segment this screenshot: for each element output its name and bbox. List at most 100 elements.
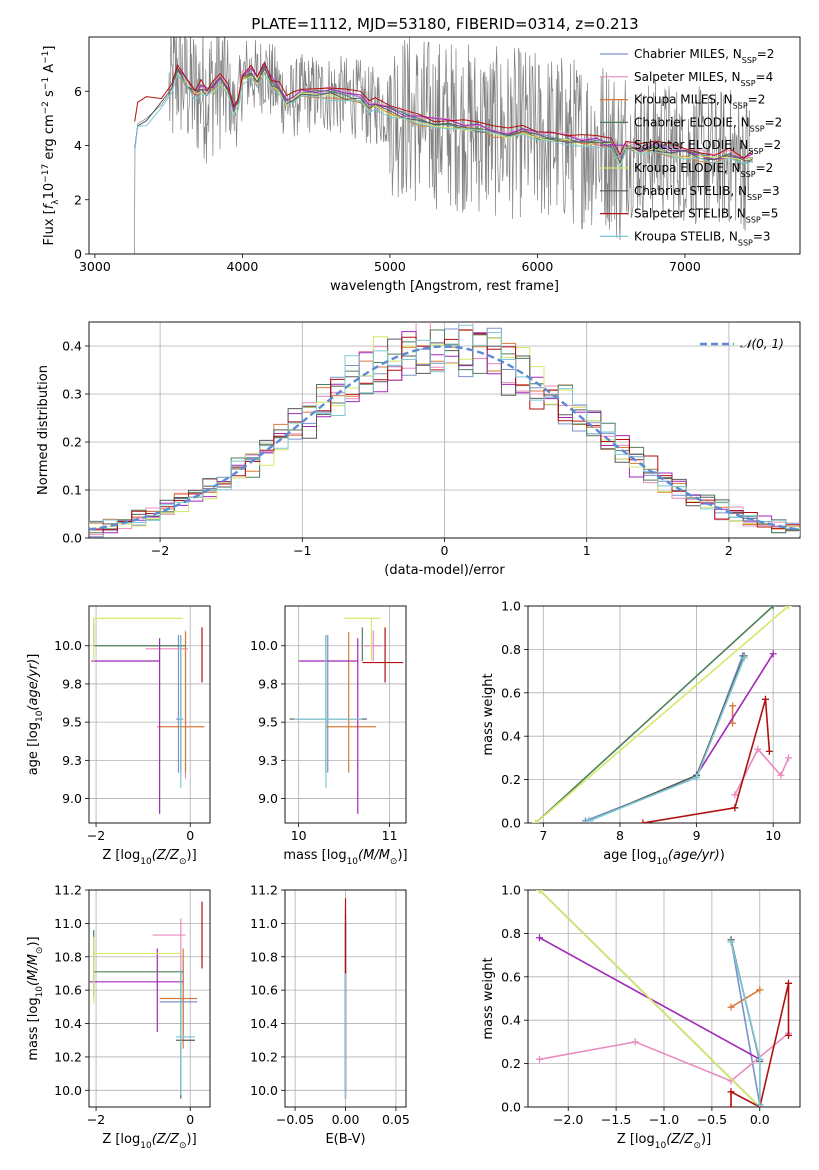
weight-marker-salpeter-elodie	[769, 650, 777, 658]
weight-marker-kroupa-elodie	[532, 819, 540, 823]
gaussian-reference-curve	[89, 345, 800, 531]
y-tick-label: 0.8	[501, 642, 521, 657]
x-tick-label: 0	[186, 828, 194, 843]
y-tick-label: 0.2	[501, 772, 521, 787]
weight-marker-chabrier-elodie	[769, 606, 777, 610]
x-tick-label: 10	[765, 828, 781, 843]
model-spectrum-kroupa-elodie	[177, 72, 753, 167]
y-tick-label: 2	[74, 192, 82, 207]
x-axis-label: age [log10(age/yr))	[603, 848, 725, 867]
weight-marker-salpeter-elodie	[535, 934, 543, 942]
x-tick-label: 0	[441, 543, 449, 558]
residuals-panel: −2 −1 0 1 2 0.0 0.1 0.2 0.3 0.4 (data-model)/error…	[36, 321, 801, 578]
x-tick-label: −1.5	[601, 1112, 631, 1127]
residuals-plot-area	[89, 322, 800, 538]
legend-entry-kroupa-miles: Kroupa MILES, NSSP=2	[634, 93, 765, 111]
legend-entry-salpeter-elodie: Salpeter ELODIE, NSSP=2	[634, 138, 781, 156]
weight-marker-salpeter-miles	[731, 791, 739, 799]
x-tick-label: 4000	[227, 259, 259, 274]
weight-marker-salpeter-stelib	[639, 819, 647, 823]
weight-marker-kroupa-stelib	[756, 1055, 764, 1063]
weight-line-salpeter-stelib	[730, 983, 790, 1107]
y-tick-label: 0.4	[501, 1013, 521, 1028]
x-tick-label: 5000	[374, 259, 406, 274]
weight-marker-salpeter-stelib	[785, 1031, 793, 1039]
y-axis-label: age [log10(age/yr)]	[26, 654, 45, 776]
x-tick-label: −0.5	[697, 1112, 727, 1127]
weight-line-salpeter-miles	[734, 747, 790, 796]
axes-frame	[88, 36, 801, 255]
legend-entry-chabrier-miles: Chabrier MILES, NSSP=2	[634, 47, 774, 65]
weight-marker-salpeter-stelib	[727, 1103, 735, 1107]
histogram-kroupa-stelib	[89, 324, 800, 535]
x-tick-label: 8	[616, 828, 624, 843]
y-tick-label: 0.6	[501, 969, 521, 984]
age-vs-z-plot-area	[91, 617, 205, 814]
y-tick-label: 9.8	[258, 676, 278, 691]
y-axis-label: mass [log10(M/M⊙)]	[26, 936, 45, 1060]
x-tick-label: −2	[151, 543, 169, 558]
axes-frame	[88, 605, 211, 824]
weight-marker-salpeter-miles	[785, 754, 793, 762]
mass-vs-z-plot-area	[89, 901, 203, 1099]
mass-vs-z-panel: −2 0 10.0 10.2 10.4 10.6 10.8 11.0 11.2 Z [log10(…	[26, 883, 211, 1151]
weight-marker-kroupa-stelib	[740, 654, 748, 662]
y-tick-label: 10.2	[54, 1049, 82, 1064]
x-tick-label: −0.05	[276, 1112, 314, 1127]
y-tick-label: 10.6	[54, 983, 82, 998]
weight-marker-salpeter-stelib	[731, 804, 739, 812]
x-tick-label: −2.0	[553, 1112, 583, 1127]
weight-line-salpeter-elodie	[695, 653, 774, 776]
x-axis-label: Z [log10(Z/Z⊙)]	[102, 848, 196, 867]
y-tick-label: 0.0	[62, 531, 82, 546]
y-tick-label: 9.0	[62, 791, 82, 806]
x-tick-label: 3000	[79, 259, 111, 274]
weight-marker-kroupa-miles	[729, 702, 737, 710]
y-tick-label: 10.2	[250, 1049, 278, 1064]
x-tick-label: −2	[87, 1112, 105, 1127]
axes-frame	[284, 889, 407, 1108]
weight-marker-salpeter-miles	[777, 771, 785, 779]
weight-marker-kroupa-stelib	[693, 773, 701, 781]
weight-marker-kroupa-miles	[727, 1003, 735, 1011]
weight-vs-age-plot-area	[532, 606, 793, 823]
y-axis-label: Flux [fλ10−17 erg cm−2 s−1 A−1]	[41, 46, 61, 246]
legend-entry-kroupa-stelib: Kroupa STELIB, NSSP=3	[634, 229, 771, 247]
y-axis-label: Normed distribution	[36, 365, 51, 495]
weight-marker-salpeter-stelib	[727, 1088, 735, 1096]
x-axis-label: E(B-V)	[325, 1132, 365, 1147]
y-tick-label: 10.0	[250, 638, 278, 653]
weight-marker-salpeter-miles	[535, 1055, 543, 1063]
y-tick-label: 9.3	[258, 753, 278, 768]
x-tick-label: −1.0	[649, 1112, 679, 1127]
weight-marker-salpeter-stelib	[765, 747, 773, 755]
model-spectrum-chabrier-stelib	[134, 65, 753, 165]
y-tick-label: 11.0	[54, 916, 82, 931]
y-axis-label: mass weight	[481, 957, 496, 1039]
weight-marker-salpeter-stelib	[762, 695, 770, 703]
weight-line-chabrier-miles	[730, 939, 761, 1105]
x-tick-label: 1	[583, 543, 591, 558]
x-axis-label: Z [log10(Z/Z⊙)]	[102, 1132, 196, 1151]
x-tick-label: 7000	[669, 259, 701, 274]
y-tick-label: 0.8	[501, 926, 521, 941]
y-tick-label: 1.0	[501, 599, 521, 614]
x-tick-label: −1	[293, 543, 311, 558]
weight-vs-age-panel: 7 8 9 10 0.0 0.2 0.4 0.6 0.8 1.0 age [log10(age/yr…	[481, 599, 801, 867]
weight-marker-kroupa-stelib	[756, 1101, 764, 1107]
y-tick-label: 11.2	[250, 883, 278, 898]
x-tick-label: 0.05	[382, 1112, 410, 1127]
spectrum-plot-area	[124, 37, 754, 254]
x-tick-label: 11	[382, 828, 398, 843]
model-spectrum-kroupa-stelib	[134, 72, 753, 169]
spectrum-legend: Chabrier MILES, NSSP=2 Salpeter MILES, NS…	[600, 47, 782, 247]
weight-marker-salpeter-miles	[631, 1038, 639, 1046]
y-tick-label: 0.2	[62, 435, 82, 450]
x-axis-label: wavelength [Angstrom, rest frame]	[330, 279, 559, 294]
x-tick-label: −2	[87, 828, 105, 843]
y-tick-label: 9.8	[62, 676, 82, 691]
x-tick-label: 2	[725, 543, 733, 558]
legend-entry-chabrier-elodie: Chabrier ELODIE, NSSP=2	[634, 115, 782, 132]
weight-vs-z-plot-area	[535, 890, 793, 1107]
